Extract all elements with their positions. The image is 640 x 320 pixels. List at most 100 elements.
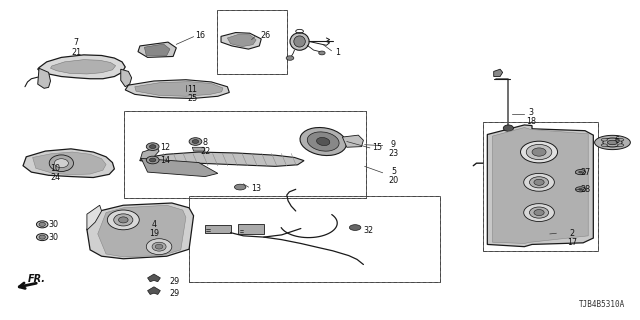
Text: 18: 18 [525,116,536,126]
Text: 27: 27 [580,168,590,177]
Polygon shape [98,205,186,257]
Ellipse shape [534,179,544,185]
Polygon shape [33,152,106,175]
Text: 7: 7 [74,38,79,47]
Bar [205,225,230,233]
Polygon shape [141,158,218,177]
Polygon shape [148,274,161,282]
Text: FR.: FR. [28,274,46,284]
Text: 29: 29 [169,289,180,298]
Ellipse shape [286,56,294,60]
Text: 17: 17 [567,238,577,247]
Text: 9: 9 [391,140,396,149]
Text: 21: 21 [71,48,81,57]
Bar [483,122,598,251]
Polygon shape [145,44,170,55]
Polygon shape [51,60,116,74]
Text: 25: 25 [187,94,197,103]
Ellipse shape [603,138,622,147]
Polygon shape [487,125,593,247]
Ellipse shape [300,127,346,156]
Ellipse shape [526,144,552,160]
Text: 23: 23 [388,149,399,158]
Ellipse shape [150,145,156,148]
Ellipse shape [618,139,624,141]
Ellipse shape [156,244,163,249]
Ellipse shape [108,210,140,230]
Ellipse shape [49,155,74,172]
Ellipse shape [579,188,582,190]
Text: 13: 13 [251,184,261,193]
Text: 8: 8 [202,138,207,147]
Polygon shape [493,69,502,76]
Ellipse shape [607,140,618,145]
Text: 3: 3 [528,108,533,117]
Text: 26: 26 [260,31,271,40]
Bar [216,10,287,74]
Text: 30: 30 [48,220,58,229]
Ellipse shape [534,210,544,216]
Polygon shape [121,69,132,87]
Text: 22: 22 [200,147,210,156]
Text: 28: 28 [580,186,590,195]
Ellipse shape [575,170,586,175]
Text: 2: 2 [570,229,575,238]
Polygon shape [227,35,256,47]
Ellipse shape [290,33,309,50]
Polygon shape [138,42,176,57]
Ellipse shape [36,221,48,228]
Polygon shape [87,203,193,259]
Polygon shape [221,33,261,49]
Polygon shape [492,127,588,244]
Ellipse shape [529,207,548,218]
Polygon shape [140,147,159,161]
Ellipse shape [520,141,557,163]
Text: 19: 19 [149,229,159,238]
Text: 4: 4 [152,220,156,229]
Ellipse shape [601,144,607,147]
Ellipse shape [601,139,607,141]
Ellipse shape [39,222,45,227]
Ellipse shape [532,148,546,156]
Text: 1: 1 [335,48,340,57]
Ellipse shape [579,171,582,173]
Ellipse shape [54,159,68,168]
Polygon shape [140,152,304,166]
Bar [189,196,440,282]
Ellipse shape [36,234,48,241]
Polygon shape [342,135,364,147]
Ellipse shape [575,187,586,192]
Ellipse shape [192,140,198,143]
Text: 11: 11 [188,85,197,94]
Ellipse shape [307,132,339,151]
Bar [483,122,598,251]
Text: 30: 30 [48,233,58,242]
Polygon shape [23,149,115,178]
Ellipse shape [524,173,554,191]
Text: 10: 10 [50,164,60,173]
Polygon shape [135,82,223,96]
Ellipse shape [39,235,45,239]
Text: TJB4B5310A: TJB4B5310A [579,300,625,309]
Ellipse shape [118,217,128,223]
Polygon shape [148,287,161,294]
Ellipse shape [524,204,554,221]
Ellipse shape [618,144,624,147]
Text: 16: 16 [195,31,205,40]
Ellipse shape [147,239,172,255]
Text: 20: 20 [388,176,399,185]
Ellipse shape [114,214,133,226]
Text: 29: 29 [169,277,180,286]
Polygon shape [87,205,102,230]
Text: 12: 12 [161,143,170,152]
Text: 6: 6 [614,136,620,145]
Bar [124,111,366,198]
Ellipse shape [189,138,202,145]
Ellipse shape [319,51,325,55]
Ellipse shape [349,225,361,230]
Polygon shape [125,80,229,99]
Text: 32: 32 [364,226,374,235]
Polygon shape [192,147,205,151]
Text: 15: 15 [372,143,383,152]
Bar [189,196,440,282]
